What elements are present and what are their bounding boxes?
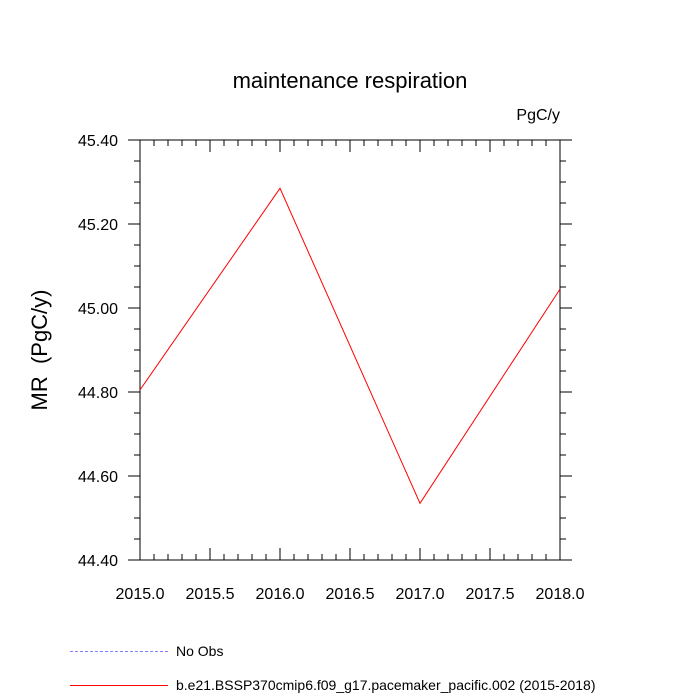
y-tick-label: 45.40 bbox=[78, 133, 118, 150]
x-tick-label: 2018.0 bbox=[536, 586, 585, 603]
chart-title: maintenance respiration bbox=[232, 68, 468, 93]
y-tick-label: 45.20 bbox=[78, 217, 118, 234]
x-tick-label: 2017.5 bbox=[466, 586, 515, 603]
legend-label: No Obs bbox=[176, 643, 224, 659]
y-tick-label: 45.00 bbox=[78, 301, 118, 318]
units-label: PgC/y bbox=[516, 107, 560, 124]
legend-swatch-dashed bbox=[70, 651, 168, 652]
y-tick-label: 44.40 bbox=[78, 553, 118, 570]
y-tick-label: 44.80 bbox=[78, 385, 118, 402]
x-tick-label: 2016.5 bbox=[326, 586, 375, 603]
series-line bbox=[139, 187, 561, 505]
x-tick-label: 2017.0 bbox=[396, 586, 445, 603]
legend-label: b.e21.BSSP370cmip6.f09_g17.pacemaker_pac… bbox=[176, 677, 596, 693]
plot-frame bbox=[139, 139, 561, 561]
x-tick-label: 2015.0 bbox=[116, 586, 165, 603]
x-tick-label: 2015.5 bbox=[186, 586, 235, 603]
x-tick-label: 2016.0 bbox=[256, 586, 305, 603]
y-tick-label: 44.60 bbox=[78, 469, 118, 486]
legend-swatch-solid bbox=[70, 685, 168, 686]
